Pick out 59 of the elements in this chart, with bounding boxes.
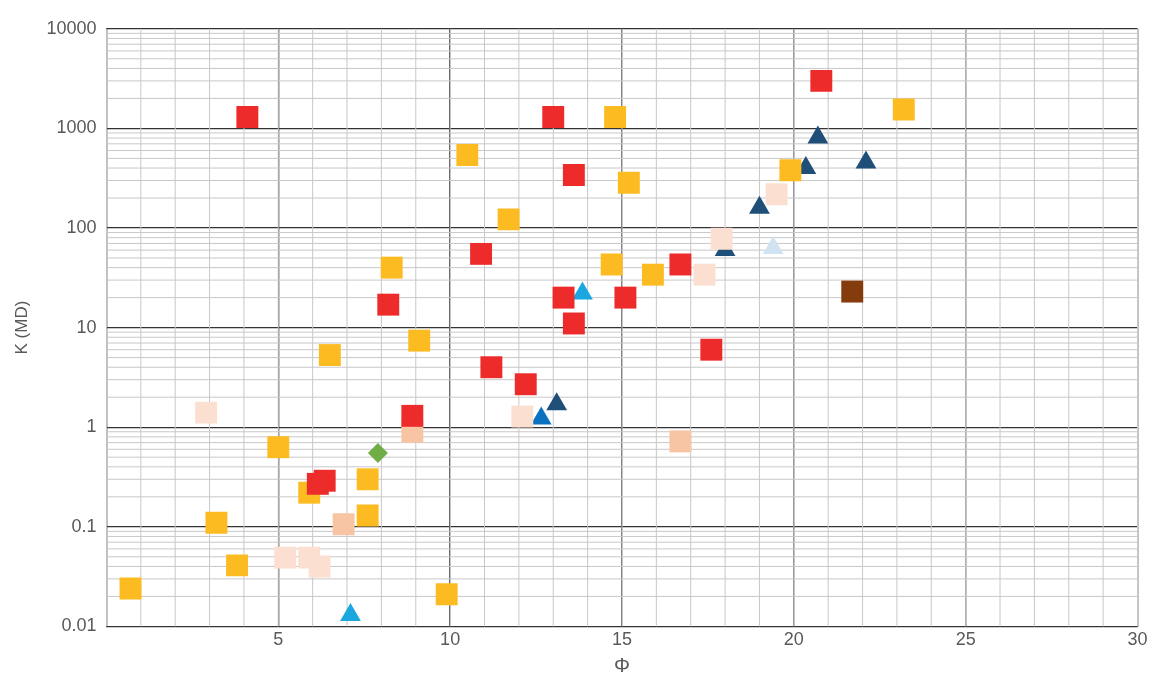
point xyxy=(456,144,479,167)
point xyxy=(318,344,341,367)
point xyxy=(356,468,379,491)
point xyxy=(710,227,733,250)
point xyxy=(367,443,388,464)
point xyxy=(562,164,585,187)
point xyxy=(377,293,400,316)
y-tick-label: 10000 xyxy=(46,17,97,38)
point xyxy=(514,373,537,396)
point xyxy=(552,286,575,309)
point xyxy=(308,555,331,578)
point xyxy=(810,69,833,92)
point xyxy=(470,242,493,265)
x-tick-label: 25 xyxy=(955,629,976,650)
point xyxy=(841,280,864,303)
x-tick-label: 20 xyxy=(783,629,804,650)
point xyxy=(779,159,802,182)
point xyxy=(614,286,637,309)
point xyxy=(267,436,290,459)
point xyxy=(274,546,297,569)
point xyxy=(236,106,259,129)
point xyxy=(700,338,723,361)
point xyxy=(604,106,627,129)
point xyxy=(480,356,503,379)
point xyxy=(408,329,431,352)
point xyxy=(195,401,218,424)
x-tick-label: 5 xyxy=(273,629,284,650)
point xyxy=(693,263,716,286)
point xyxy=(765,183,788,206)
point xyxy=(669,253,692,276)
x-tick-label: 30 xyxy=(1127,629,1148,650)
y-tick-label: 0.1 xyxy=(71,515,97,536)
point xyxy=(641,263,664,286)
point xyxy=(226,554,249,577)
point xyxy=(542,106,565,129)
point xyxy=(497,208,520,231)
y-tick-label: 10 xyxy=(76,316,97,337)
point xyxy=(313,469,336,492)
point xyxy=(562,312,585,335)
point xyxy=(119,577,142,600)
point xyxy=(401,404,424,427)
point xyxy=(511,405,534,428)
y-tick-label: 0.01 xyxy=(61,615,97,636)
x-tick-label: 15 xyxy=(611,629,632,650)
x-tick-label: 10 xyxy=(440,629,461,650)
point xyxy=(892,98,915,121)
x-axis-title: Φ xyxy=(613,653,630,676)
y-tick-label: 1 xyxy=(86,416,97,437)
y-tick-label: 1000 xyxy=(56,117,97,138)
point xyxy=(332,513,355,536)
y-tick-label: 100 xyxy=(66,216,97,237)
point xyxy=(380,256,403,279)
point xyxy=(435,583,458,606)
point xyxy=(600,253,623,276)
point xyxy=(617,171,640,194)
y-axis-title: K (MD) xyxy=(11,300,31,355)
point xyxy=(205,511,228,534)
point xyxy=(669,430,692,453)
point xyxy=(356,504,379,527)
